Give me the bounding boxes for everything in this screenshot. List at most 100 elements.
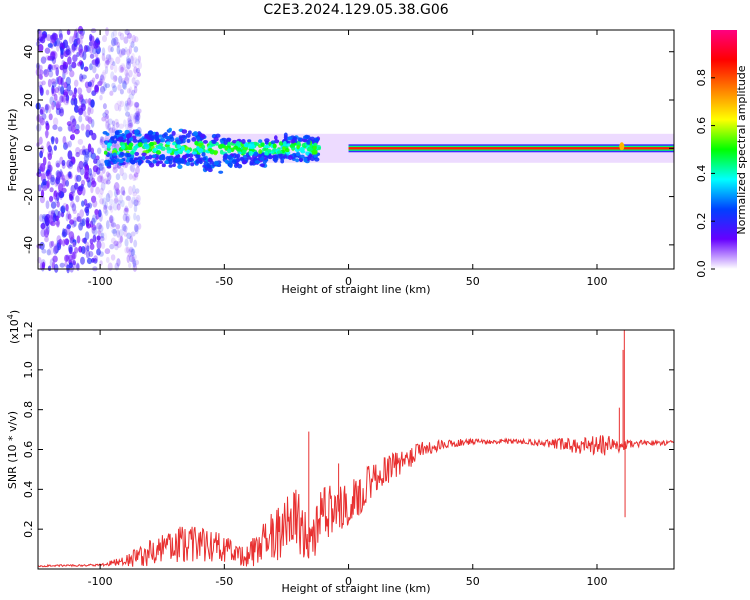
heatmap-cell (124, 46, 128, 53)
heatmap-cell (75, 31, 80, 41)
heatmap-cell (83, 44, 88, 53)
heatmap-cell (127, 125, 133, 131)
heatmap-cell (133, 112, 139, 120)
heatmap-cell (50, 209, 56, 215)
heatmap-cell (48, 64, 52, 71)
heatmap-cell (71, 91, 77, 98)
heatmap-cell (55, 175, 61, 181)
x-tick-label: 50 (466, 275, 480, 288)
heatmap-cell (120, 199, 125, 208)
heatmap-cell (85, 217, 90, 224)
heatmap-cell (101, 166, 106, 174)
heatmap-cell (90, 118, 95, 128)
heatmap-cell (301, 138, 308, 143)
heatmap-cell (99, 158, 106, 167)
heatmap-cell (215, 133, 221, 138)
heatmap-cell (86, 245, 90, 252)
heatmap-cell (45, 89, 50, 96)
heatmap-cell (64, 261, 68, 268)
heatmap-cell (66, 224, 72, 230)
heatmap-cell (102, 232, 108, 241)
heatmap-cell (41, 113, 47, 120)
heatmap-cell (130, 163, 135, 173)
heatmap-cell (85, 115, 90, 122)
heatmap-cell (112, 75, 118, 83)
heatmap-cell (105, 256, 110, 263)
heatmap-cell (78, 160, 84, 170)
heatmap-cell (276, 150, 283, 154)
heatmap-cell (45, 104, 49, 114)
heatmap-cell (126, 254, 131, 264)
heatmap-cell (236, 153, 241, 159)
heatmap-cell (47, 78, 52, 88)
heatmap-cell (108, 54, 112, 63)
heatmap-cell (53, 190, 57, 200)
heatmap-cell (63, 69, 69, 75)
heatmap-cell (118, 229, 124, 237)
heatmap-cell (149, 162, 155, 168)
heatmap-cell (65, 179, 70, 187)
heatmap-cell (309, 136, 315, 141)
heatmap-cell (128, 93, 134, 100)
heatmap-cell (62, 135, 67, 145)
heatmap-cell (128, 262, 132, 268)
heatmap-cell (190, 162, 195, 167)
heatmap-cell (117, 199, 122, 206)
spectrogram-frame (37, 29, 675, 270)
heatmap-cell (165, 141, 171, 145)
heatmap-cell (48, 214, 54, 224)
heatmap-cell (72, 209, 77, 215)
heatmap-cell (95, 214, 100, 220)
heatmap-cell (295, 151, 301, 157)
heatmap-cell (103, 178, 109, 185)
heatmap-cell (75, 151, 80, 158)
heatmap-cell (78, 107, 84, 116)
heatmap-cell (131, 52, 135, 62)
heatmap-cell (128, 248, 135, 258)
heatmap-cell (66, 29, 71, 36)
heatmap-cell (108, 127, 114, 134)
heatmap-cell (50, 50, 56, 56)
colorbar-tick-label: 0.4 (695, 165, 708, 183)
heatmap-cell (134, 151, 140, 156)
heatmap-cell (248, 150, 254, 156)
heatmap-cell (241, 159, 247, 165)
heatmap-cell (56, 43, 60, 52)
heatmap-cell (82, 51, 87, 61)
heatmap-cell (75, 174, 82, 182)
heatmap-cell (84, 171, 89, 180)
snr-scale-label: (x104) (6, 310, 21, 344)
heatmap-cell (124, 72, 130, 81)
heatmap-cell (69, 219, 75, 225)
heatmap-cell (118, 49, 123, 58)
heatmap-cell (126, 97, 132, 106)
heatmap-cell (61, 231, 67, 238)
heatmap-cell (123, 207, 129, 216)
heatmap-cell (99, 136, 104, 143)
heatmap-cell (133, 46, 139, 53)
heatmap-cell (95, 57, 100, 65)
heatmap-cell (73, 29, 78, 39)
heatmap-cell (137, 61, 143, 70)
heatmap-cell (123, 230, 128, 237)
heatmap-cell (166, 146, 171, 151)
heatmap-cell (87, 46, 92, 52)
heatmap-cell (53, 145, 57, 151)
heatmap-cell (72, 251, 77, 260)
x-tick-label: 50 (466, 575, 480, 588)
colorbar-tick-label: 0.8 (695, 69, 708, 87)
heatmap-cell (130, 40, 135, 49)
heatmap-cell (126, 48, 131, 57)
heatmap-cell (77, 87, 83, 95)
heatmap-cell (164, 135, 171, 140)
heatmap-cell (37, 74, 43, 79)
heatmap-cell (68, 36, 74, 44)
heatmap-cell (89, 53, 95, 59)
heatmap-cell (104, 57, 110, 63)
heatmap-cell (125, 111, 131, 117)
heatmap-cell (98, 224, 102, 230)
heatmap-cell (120, 62, 126, 71)
heatmap-cell (107, 45, 112, 53)
heatmap-cell (115, 173, 121, 181)
heatmap-cell (45, 120, 49, 126)
